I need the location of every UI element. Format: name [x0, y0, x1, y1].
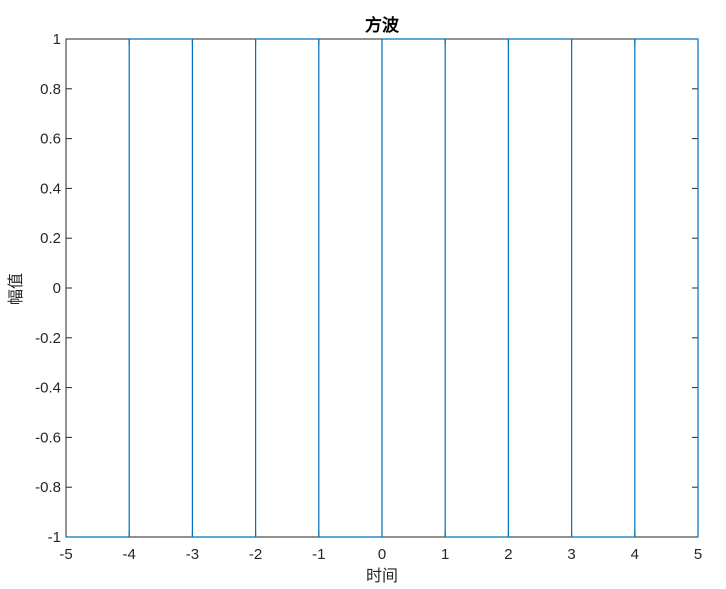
y-tick-label: 0	[53, 280, 61, 297]
plot-layer	[65, 38, 699, 538]
chart-title: 方波	[365, 15, 400, 36]
series-line	[66, 38, 699, 538]
x-tick-label: 3	[567, 546, 575, 563]
x-tick-label: -4	[123, 546, 136, 563]
y-tick-label: -0.8	[35, 479, 61, 496]
x-tick-label: 5	[694, 546, 702, 563]
y-tick-label: -0.2	[35, 330, 61, 347]
x-tick-label: 2	[504, 546, 512, 563]
x-tick-label: -1	[312, 546, 325, 563]
x-tick-label: 0	[378, 546, 386, 563]
y-tick-labels: 1 0.8 0.6 0.4 0.2 0 -0.2 -0.4 -0.6 -0.8 -1	[35, 31, 61, 546]
x-tick-labels: -5 -4 -3 -2 -1 0 1 2 3 4 5	[59, 546, 702, 563]
y-tick-label: -0.6	[35, 429, 61, 446]
x-axis-title: 时间	[366, 566, 398, 585]
y-tick-label: 0.2	[40, 230, 61, 247]
y-tick-label: 1	[53, 31, 61, 48]
y-tick-label: 0.6	[40, 131, 61, 148]
x-tick-label: 1	[441, 546, 449, 563]
x-tick-label: -2	[249, 546, 262, 563]
y-tick-label: 0.8	[40, 81, 61, 98]
y-axis-title: 幅值	[6, 273, 25, 305]
y-tick-label: -0.4	[35, 380, 61, 397]
x-tick-label: -3	[186, 546, 199, 563]
y-tick-label: -1	[48, 529, 61, 546]
x-tick-label: -5	[59, 546, 72, 563]
x-tick-label: 4	[631, 546, 639, 563]
y-tick-label: 0.4	[40, 180, 61, 197]
